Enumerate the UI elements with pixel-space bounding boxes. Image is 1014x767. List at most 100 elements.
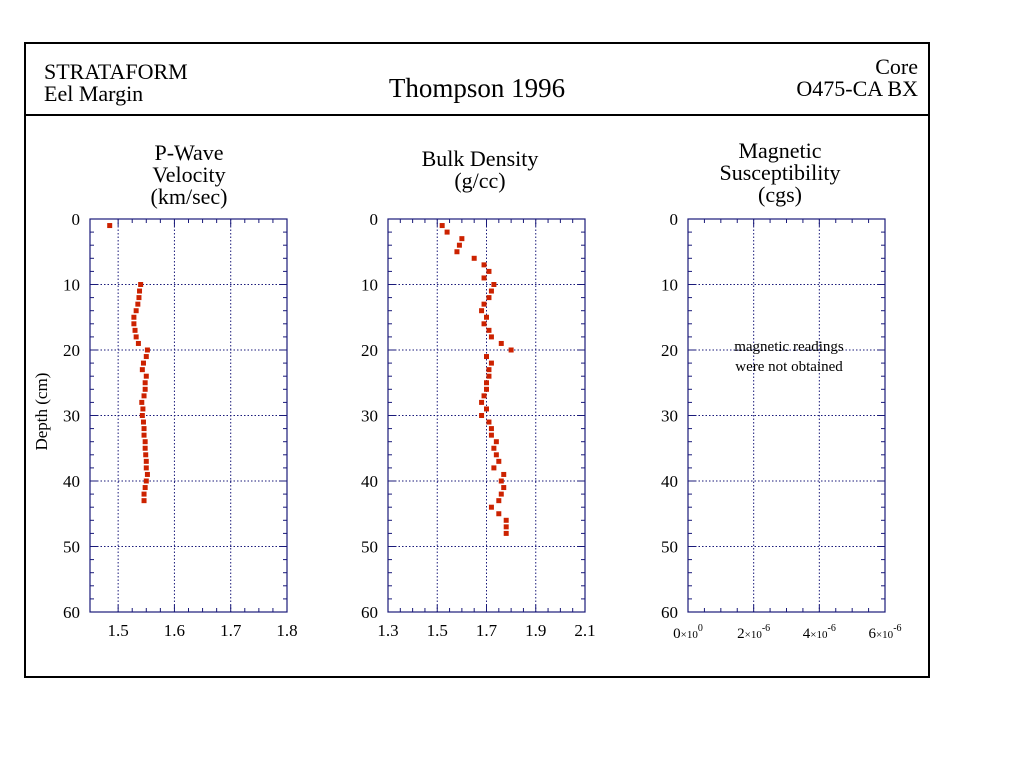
density-data-point: [486, 295, 492, 301]
pwave-data-point: [132, 327, 138, 333]
density-ytick-label: 10: [361, 276, 378, 295]
magnetic-xtick-label: 0×100: [673, 623, 703, 642]
pwave-data-point: [139, 413, 145, 418]
density-data-point: [493, 452, 499, 458]
pwave-data-point: [135, 340, 141, 346]
density-data-point: [486, 268, 492, 274]
density-data-point: [484, 314, 489, 320]
density-data-point: [481, 321, 487, 327]
pwave-data-point: [141, 426, 147, 432]
density-data-point: [486, 327, 492, 333]
density-data-point: [471, 255, 477, 261]
pwave-data-point: [139, 399, 145, 405]
density-data-point: [501, 485, 507, 491]
density-xtick-label: 1.5: [427, 621, 448, 640]
density-data-point: [508, 347, 514, 353]
magnetic-ytick-label: 10: [661, 276, 678, 295]
density-data-point: [459, 236, 465, 242]
density-plot-frame: [387, 218, 586, 613]
pwave-data-point: [133, 334, 139, 340]
density-data-point: [484, 380, 489, 386]
density-data-point: [491, 445, 497, 451]
density-ytick-label: 30: [361, 407, 378, 426]
density-data-point: [486, 367, 492, 373]
density-ytick-label: 40: [361, 472, 378, 491]
figure-frame: STRATAFORM Eel Margin Thompson 1996 Core…: [24, 42, 930, 678]
pwave-data-point: [142, 485, 148, 491]
density-data-point: [488, 432, 494, 438]
density-data-point: [498, 478, 504, 484]
magnetic-xtick-label: 4×10-6: [803, 623, 836, 642]
pwave-xtick-label: 1.8: [276, 621, 297, 640]
magnetic-ytick-label: 20: [661, 341, 678, 360]
pwave-ytick-label: 50: [63, 538, 80, 557]
magnetic-title: Magnetic Susceptibility (cgs): [719, 138, 841, 207]
pwave-data-point: [140, 419, 146, 425]
density-data-point: [484, 386, 489, 392]
density-data-point: [439, 223, 445, 229]
pwave-data-point: [140, 360, 146, 366]
density-data-point: [491, 282, 497, 287]
region-name: Eel Margin: [44, 81, 144, 106]
pwave-data-point: [131, 314, 137, 320]
density-data-point: [503, 524, 509, 530]
density-data-point: [496, 498, 502, 504]
pwave-data-point: [143, 465, 149, 471]
pwave-data-point: [144, 471, 150, 477]
no-data-annotation: were not obtained: [735, 359, 843, 375]
density-ytick-label: 60: [361, 603, 378, 622]
density-data-point: [484, 354, 489, 360]
pwave-data-point: [140, 406, 146, 412]
density-data-point: [496, 458, 502, 464]
magnetic-xtick-label: 2×10-6: [737, 623, 770, 642]
magnetic-xtick-label: 6×10-6: [868, 623, 901, 642]
pwave-data-point: [142, 386, 148, 392]
density-xtick-label: 1.3: [377, 621, 398, 640]
magnetic-ytick-label: 60: [661, 603, 678, 622]
pwave-data-point: [143, 452, 149, 458]
density-data-point: [481, 301, 487, 307]
pwave-data-point: [131, 321, 137, 327]
pwave-data-point: [137, 288, 143, 294]
header-left: STRATAFORM Eel Margin: [44, 61, 188, 105]
pwave-ytick-label: 30: [63, 407, 80, 426]
density-ytick-label: 50: [361, 538, 378, 557]
pwave-data-point: [143, 478, 149, 484]
pwave-data-point: [144, 347, 150, 353]
density-data-point: [488, 334, 494, 340]
pwave-title: P-Wave Velocity (km/sec): [150, 140, 228, 209]
magnetic-ytick-label: 50: [661, 538, 678, 557]
pwave-data-point: [143, 458, 149, 464]
pwave-data-point: [141, 432, 147, 438]
magnetic-plot-frame: [687, 218, 886, 613]
pwave-ytick-label: 60: [63, 603, 80, 622]
pwave-xtick-label: 1.7: [220, 621, 242, 640]
pwave-data-point: [133, 308, 139, 314]
depth-axis-label: Depth (cm): [32, 373, 51, 451]
density-xtick-label: 1.9: [525, 621, 546, 640]
density-data-point: [479, 399, 485, 405]
density-data-point: [484, 406, 489, 412]
figure-title: Thompson 1996: [388, 73, 566, 103]
pwave-data-point: [139, 367, 145, 373]
density-data-point: [481, 393, 487, 399]
density-data-point: [479, 413, 485, 418]
density-title: Bulk Density (g/cc): [421, 146, 539, 193]
pwave-data-point: [141, 491, 147, 497]
pwave-data-point: [141, 498, 147, 504]
magnetic-ytick-label: 0: [670, 210, 679, 229]
density-data-point: [491, 465, 497, 471]
pwave-xtick-label: 1.6: [164, 621, 185, 640]
magnetic-ytick-label: 30: [661, 407, 678, 426]
pwave-data-point: [138, 282, 144, 287]
density-data-point: [486, 373, 492, 379]
density-data-point: [486, 419, 492, 425]
pwave-data-point: [141, 393, 147, 399]
pwave-data-point: [142, 445, 148, 451]
pwave-data-point: [107, 223, 113, 229]
density-xtick-label: 1.7: [476, 621, 498, 640]
density-xtick-label: 2.1: [574, 621, 595, 640]
pwave-ytick-label: 0: [72, 210, 81, 229]
density-ytick-label: 20: [361, 341, 378, 360]
